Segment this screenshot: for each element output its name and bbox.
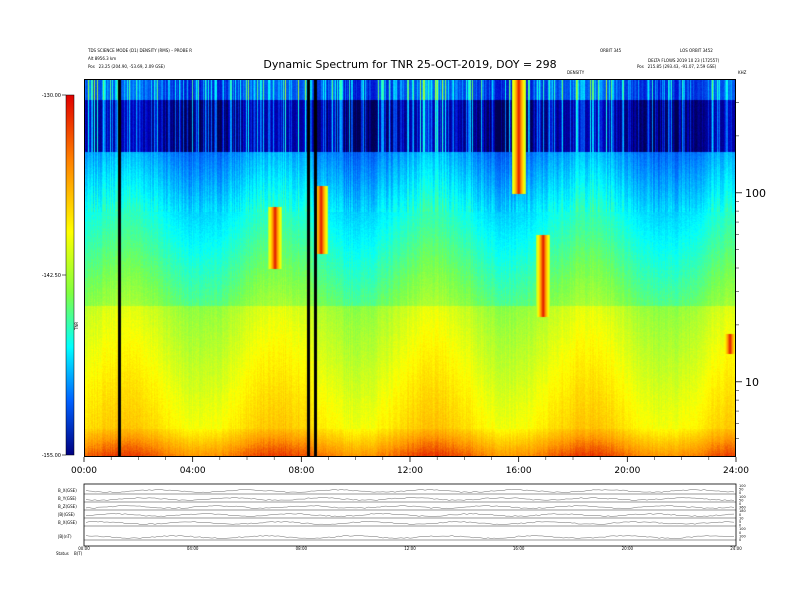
colorbar-ticks: -130.00 -142.50 -155.00 xyxy=(42,93,66,459)
bottom-row-trace xyxy=(85,497,735,501)
bottom-x-tick-label: 00:00 xyxy=(78,546,90,551)
pos-label-right: Pos xyxy=(637,64,644,69)
bottom-right-tick-label: 360 xyxy=(739,506,746,510)
bottom-x-tick-label: 16:00 xyxy=(513,546,525,551)
x-axis: 00:00 04:00 08:00 12:00 16:00 20:00 24:00 xyxy=(71,457,749,476)
bottom-right-tick-label: 50 xyxy=(739,498,743,502)
colorbar xyxy=(65,94,75,456)
x-tick-label: 20:00 xyxy=(614,466,640,476)
header-top-right-small: LOS ORBIT 3452 xyxy=(680,48,713,53)
colorbar-tick-label: -155.00 xyxy=(42,453,61,459)
bottom-panel-x-axis: 00:00 04:00 08:00 12:00 16:00 20:00 24:00 xyxy=(78,546,742,551)
bottom-panel-rows: B_X(GSE) B_Y(GSE) B_Z(GSE) |B|(GSE) B_X(GSE)… xyxy=(58,488,736,541)
bottom-x-tick-label: 20:00 xyxy=(622,546,634,551)
x-tick-label: 08:00 xyxy=(288,466,314,476)
header-right-line2: DELTA FLOWS 2019 10 23 (172557) xyxy=(648,58,720,63)
pos-label: Pos xyxy=(88,64,95,69)
bottom-row-label: |B|(GSE) xyxy=(58,512,75,517)
bottom-row-label: B_Z(GSE) xyxy=(58,504,77,509)
bottom-right-tick-label: 0 xyxy=(739,513,741,517)
header-right-line1: ORBIT 345 xyxy=(600,48,622,53)
footer-label: Status xyxy=(56,551,69,556)
bottom-right-tick-label: 0 xyxy=(739,538,741,542)
bottom-row-trace xyxy=(85,521,735,525)
bottom-right-tick-label: 50 xyxy=(739,488,743,492)
y-tick-label: 10 xyxy=(745,376,759,389)
header-left-line3: Pos 23.25 (204.90, -53.69, 2.09 GSE) xyxy=(88,64,165,69)
spectrogram-canvas xyxy=(85,80,735,456)
bottom-right-tick-label: 180 xyxy=(739,509,746,513)
bottom-right-tick-label: 0 xyxy=(739,502,741,506)
footer-value: B(T) xyxy=(74,551,83,556)
x-tick-label: 00:00 xyxy=(71,466,97,476)
x-tick-label: 12:00 xyxy=(397,466,423,476)
header-right-line3: Pos 215.85 (293.43, -91.07, 2.59 GSE) xyxy=(637,64,716,69)
pos-value-left: 23.25 (204.90, -53.69, 2.09 GSE) xyxy=(98,64,165,69)
bottom-right-tick-label: 100 xyxy=(739,495,746,499)
x-tick-label: 24:00 xyxy=(723,466,749,476)
bottom-row-label: B_X(GSE) xyxy=(58,488,77,493)
bottom-right-tick-label: 10 xyxy=(739,516,743,520)
bottom-row-label: B_Y(GSE) xyxy=(58,496,77,501)
bottom-row-trace xyxy=(85,535,735,539)
bottom-x-tick-label: 04:00 xyxy=(187,546,199,551)
spectrogram-panel xyxy=(84,79,736,457)
bottom-right-tick-label: 100 xyxy=(739,484,746,488)
bottom-right-tick-label: 100 xyxy=(739,534,746,538)
chart-title: Dynamic Spectrum for TNR 25-OCT-2019, DO… xyxy=(263,58,557,71)
density-marker-label: DENSITY xyxy=(567,70,585,75)
pos-value-right: 215.85 (293.43, -91.07, 2.59 GSE) xyxy=(647,64,717,69)
x-tick-label: 16:00 xyxy=(506,466,532,476)
bottom-x-tick-label: 24:00 xyxy=(730,546,742,551)
bottom-right-tick-label: 5 xyxy=(739,520,741,524)
bottom-x-tick-label: 12:00 xyxy=(404,546,416,551)
y-tick-label: 100 xyxy=(745,187,766,200)
bottom-row-trace xyxy=(85,505,735,509)
bottom-right-tick-label: 0 xyxy=(739,524,741,528)
header-left-line1: TDS SCIENCE MODE (D1) DENSITY (RMS) – PR… xyxy=(88,48,193,53)
bottom-row-trace xyxy=(85,513,735,517)
khz-marker-label: KHZ xyxy=(738,70,747,75)
colorbar-label: TNR xyxy=(74,322,79,331)
y-axis: 100 10 xyxy=(736,102,766,439)
bottom-right-tick-label: 0 xyxy=(739,491,741,495)
bottom-right-tick-label: 0 xyxy=(739,531,741,535)
colorbar-tick-label: -130.00 xyxy=(42,93,61,99)
x-tick-label: 04:00 xyxy=(180,466,206,476)
bottom-row-label: |B|(nT) xyxy=(58,534,72,539)
bottom-row-label: B_X(GSE) xyxy=(58,520,77,525)
bottom-right-tick-label: 100 xyxy=(739,527,746,531)
colorbar-tick-label: -142.50 xyxy=(42,273,61,279)
header-left-line2: Alt 8956.3 km xyxy=(88,56,117,61)
bottom-row-trace xyxy=(85,489,735,493)
bottom-x-tick-label: 08:00 xyxy=(296,546,308,551)
